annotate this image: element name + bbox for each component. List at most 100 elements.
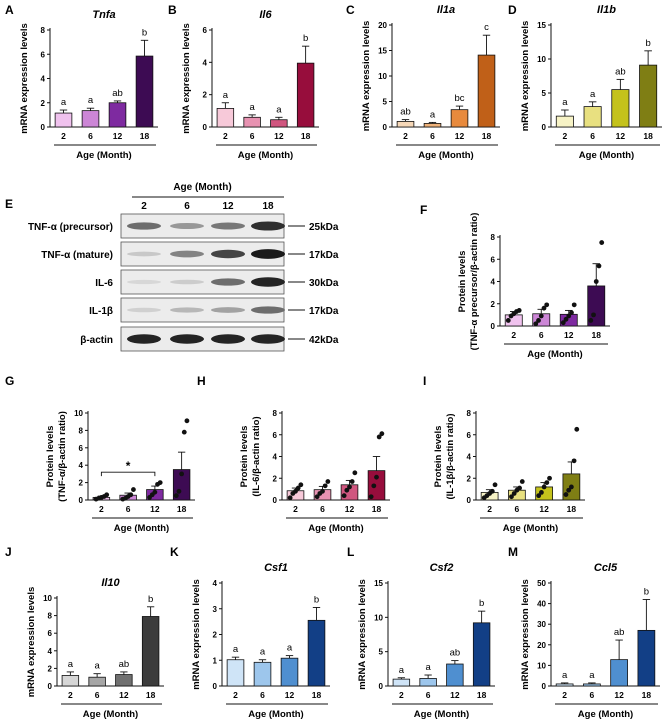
data-point <box>325 479 331 484</box>
x-tick-label: 18 <box>146 690 156 700</box>
blot-band <box>170 279 204 285</box>
blot-row: IL-1β 17kDa <box>89 297 339 323</box>
blot-band <box>211 307 245 313</box>
significance-letter: a <box>562 97 568 108</box>
significance-letter: a <box>68 659 74 670</box>
y-tick-label: 0 <box>467 496 472 505</box>
y-tick-label: 5 <box>379 648 384 657</box>
chart-panel-c: C Il1a 0 5 10 15 20 mRNA expression levels ab 2 a 6… <box>346 3 500 161</box>
y-tick-label: 15 <box>378 47 387 56</box>
y-tick-label: 0 <box>383 123 388 132</box>
blot-band <box>251 221 285 231</box>
data-point <box>568 484 574 490</box>
significance-letter: b <box>645 38 650 49</box>
y-tick-label: 4 <box>491 278 496 287</box>
data-point <box>379 431 385 437</box>
y-tick-label: 0 <box>542 123 547 132</box>
x-tick-label: 12 <box>564 330 574 340</box>
x-tick-label: 2 <box>68 690 73 700</box>
bar <box>226 659 245 687</box>
x-axis-label: Age (Month) <box>578 709 633 719</box>
chart-title: Ccl5 <box>594 562 618 574</box>
x-tick-label: 18 <box>477 690 487 700</box>
x-tick-label: 6 <box>260 690 265 700</box>
bar <box>610 659 628 687</box>
y-tick-label: 6 <box>79 444 84 453</box>
data-point <box>563 316 569 322</box>
x-axis-label: Age (Month) <box>238 150 293 161</box>
x-tick-label: 12 <box>345 504 355 514</box>
chart-title: Il10 <box>101 577 120 589</box>
chart-panel-a: A Tnfa 0 2 4 6 8 mRNA expression levels a 2 a 6 ab 12… <box>5 3 158 161</box>
data-point <box>184 418 190 424</box>
panel-label: L <box>347 545 354 559</box>
chart-panel-j: J Il10 0 2 4 6 8 10 mRNA expression levels a 2 a 6 ab… <box>5 545 164 719</box>
y-tick-label: 40 <box>537 600 546 609</box>
x-tick-label: 12 <box>614 690 624 700</box>
data-point <box>368 494 374 500</box>
blot-band <box>127 222 161 230</box>
data-point <box>571 302 577 308</box>
x-axis-label: Age (Month) <box>418 150 473 161</box>
significance-letter: ab <box>614 627 625 638</box>
bar <box>253 661 272 687</box>
blot-header: Age (Month) <box>173 182 231 193</box>
y-tick-label: 0 <box>273 496 278 505</box>
y-tick-label: 20 <box>537 641 546 650</box>
x-tick-label: 6 <box>539 330 544 340</box>
y-axis-label: mRNA expression levels <box>19 23 30 134</box>
x-tick-label: 12 <box>150 504 160 514</box>
x-tick-label: 2 <box>99 504 104 514</box>
blot-lane-label: 18 <box>262 201 274 212</box>
y-tick-label: 10 <box>537 661 546 670</box>
x-tick-label: 6 <box>126 504 131 514</box>
x-tick-label: 6 <box>250 131 255 141</box>
data-point <box>560 320 566 326</box>
blot-band <box>251 334 285 344</box>
y-tick-label: 0 <box>41 123 46 132</box>
panel-label: B <box>168 3 177 17</box>
bar <box>450 109 469 128</box>
data-point <box>591 312 596 318</box>
x-tick-label: 6 <box>95 690 100 700</box>
y-tick-label: 3 <box>213 605 218 614</box>
blot-row-label: β-actin <box>80 335 113 346</box>
blot-band <box>251 306 285 314</box>
y-axis-label: mRNA expression levels <box>520 579 531 690</box>
data-point <box>536 493 542 499</box>
y-axis-label: mRNA expression levels <box>357 579 368 690</box>
bar <box>419 678 437 687</box>
y-tick-label: 2 <box>79 479 84 488</box>
significance-letter: b <box>303 33 308 44</box>
bar <box>61 675 80 687</box>
data-point <box>349 479 355 484</box>
x-axis-label: Age (Month) <box>579 150 634 161</box>
y-tick-label: 30 <box>537 620 546 629</box>
y-axis-label: mRNA expression levels <box>361 21 372 132</box>
significance-letter: a <box>425 662 431 673</box>
data-point <box>536 318 541 323</box>
data-point <box>176 488 182 494</box>
y-tick-label: 2 <box>41 99 46 108</box>
chart-panel-h: H 0 2 4 6 8 Protein levels(IL-6/β-actin ratio)… <box>197 374 390 534</box>
chart-panel-d: D Il1b 0 5 10 15 mRNA expression levels a 2 a 6 ab 1… <box>508 3 662 161</box>
data-point <box>287 495 293 501</box>
x-tick-label: 18 <box>482 131 492 141</box>
y-tick-label: 6 <box>467 431 472 440</box>
data-point <box>566 313 572 319</box>
significance-letter: a <box>260 647 266 658</box>
blot-band <box>251 249 285 259</box>
y-tick-label: 6 <box>48 629 53 638</box>
data-point <box>352 470 358 476</box>
y-axis-label-line: Protein levels <box>457 251 468 313</box>
y-axis-label: mRNA expression levels <box>181 23 192 134</box>
y-tick-label: 4 <box>273 453 278 462</box>
y-tick-label: 5 <box>383 98 388 107</box>
significance-letter: a <box>589 670 595 681</box>
bar <box>555 683 574 687</box>
panel-label: I <box>423 374 426 388</box>
significance-letter: a <box>61 97 67 108</box>
blot-band <box>170 222 204 230</box>
bar <box>477 54 496 128</box>
